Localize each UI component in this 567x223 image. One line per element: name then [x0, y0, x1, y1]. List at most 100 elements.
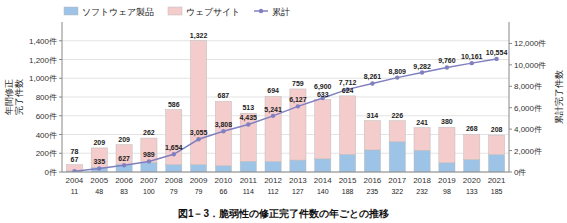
- grid-line: [62, 115, 509, 116]
- bar: [265, 162, 281, 173]
- bar: [464, 134, 480, 159]
- bar: [166, 165, 182, 172]
- data-label: 48: [95, 188, 103, 195]
- y-axis-label-line: 年間修正: [4, 79, 14, 115]
- legend-item: ウェブサイト: [168, 7, 240, 17]
- data-label: 208: [491, 126, 503, 133]
- bar: [290, 160, 306, 172]
- data-label: 1,654: [165, 144, 183, 152]
- legend-label: ソフトウェア製品: [82, 7, 154, 17]
- data-label: 7,712: [339, 79, 357, 87]
- data-label: 78: [71, 148, 79, 155]
- data-label: 694: [267, 87, 279, 94]
- marker: [395, 75, 399, 79]
- y2-tick-label: 12,000件: [514, 39, 546, 48]
- y2-tick: [509, 107, 512, 108]
- legend-item: 累計: [254, 7, 290, 17]
- x-tick-label: 2007: [140, 176, 158, 185]
- bar: [315, 159, 331, 172]
- data-label: 3,055: [190, 129, 208, 137]
- data-label: 5,241: [264, 106, 282, 114]
- data-label: 100: [143, 188, 155, 195]
- x-tick-label: 2016: [364, 176, 382, 185]
- bar: [364, 150, 380, 172]
- bar: [191, 165, 207, 172]
- data-label: 209: [118, 136, 130, 143]
- y-tick-label: 1,000件: [29, 74, 57, 83]
- y2-tick-label: 2,000件: [514, 147, 542, 156]
- legend-item: ソフトウェア製品: [64, 7, 154, 17]
- bar: [191, 41, 207, 165]
- data-label: 235: [367, 188, 379, 195]
- y-axis-label-line: 完了件数: [14, 79, 24, 115]
- chart: 1148831007979661141121271401882353222329…: [0, 0, 567, 223]
- bar: [340, 96, 356, 155]
- grid-line: [62, 172, 509, 173]
- marks: [66, 41, 504, 172]
- data-label: 10,161: [461, 53, 483, 61]
- data-label: 687: [218, 92, 230, 99]
- data-label: 9,282: [413, 63, 431, 71]
- bar: [489, 155, 505, 172]
- x-tick-label: 2021: [488, 176, 506, 185]
- y-tick-label: 600件: [36, 112, 57, 121]
- marker: [172, 152, 176, 156]
- grid: [62, 41, 509, 172]
- bar: [315, 100, 331, 159]
- data-label: 633: [317, 91, 329, 98]
- data-label: 79: [170, 188, 178, 195]
- y-tick-label: 400件: [36, 131, 57, 140]
- x-tick-label: 2005: [90, 176, 108, 185]
- legend-marker: [259, 9, 263, 13]
- y-tick-label: 1,200件: [29, 56, 57, 65]
- x-tick-label: 2018: [413, 176, 431, 185]
- marker: [296, 104, 300, 108]
- bar: [464, 160, 480, 172]
- marker: [494, 57, 498, 61]
- data-label: 314: [367, 112, 379, 119]
- bar: [240, 161, 256, 172]
- data-label: 67: [71, 156, 79, 163]
- bar: [389, 121, 405, 142]
- y-tick: [59, 172, 62, 173]
- marker: [470, 61, 474, 65]
- bar: [141, 163, 157, 172]
- y-tick-label: 200件: [36, 149, 57, 158]
- y-axis-label: 年間修正完了件数: [4, 79, 24, 115]
- y2-tick-label: 6,000件: [514, 104, 542, 113]
- data-label: 98: [443, 188, 451, 195]
- y-tick: [59, 153, 62, 154]
- data-label: 989: [143, 151, 155, 158]
- marker: [370, 81, 374, 85]
- x-tick-label: 2010: [215, 176, 233, 185]
- axes: 0件200件400件600件800件1,000件1,200件1,400件0件2,…: [29, 22, 547, 185]
- y2-tick: [509, 86, 512, 87]
- y2-axis-label-line: 累計完了件数: [554, 70, 564, 124]
- legend: ソフトウェア製品 ウェブサイト 累計: [64, 7, 290, 17]
- legend-swatch: [168, 7, 182, 15]
- data-labels: 1148831007979661141121271401882353222329…: [71, 32, 508, 195]
- marker: [445, 65, 449, 69]
- x-tick-label: 2013: [289, 176, 307, 185]
- y-tick-label: 800件: [36, 93, 57, 102]
- data-label: 513: [242, 104, 254, 111]
- data-label: 6,900: [314, 83, 332, 91]
- grid-line: [62, 40, 509, 41]
- y2-tick: [509, 172, 512, 173]
- grid-line: [62, 78, 509, 79]
- y2-tick: [509, 129, 512, 130]
- data-label: 759: [292, 80, 304, 87]
- data-label: 226: [391, 112, 403, 119]
- data-label: 9,760: [438, 57, 456, 65]
- bar: [340, 154, 356, 172]
- x-tick-label: 2004: [66, 176, 84, 185]
- y-tick: [59, 115, 62, 116]
- data-label: 1,322: [190, 32, 208, 40]
- marker: [196, 137, 200, 141]
- data-label: 112: [267, 188, 278, 195]
- data-label: 3,808: [215, 121, 233, 129]
- data-label: 268: [466, 125, 478, 132]
- y-tick: [59, 134, 62, 135]
- y-tick-label: 0件: [45, 168, 57, 177]
- y2-tick: [509, 64, 512, 65]
